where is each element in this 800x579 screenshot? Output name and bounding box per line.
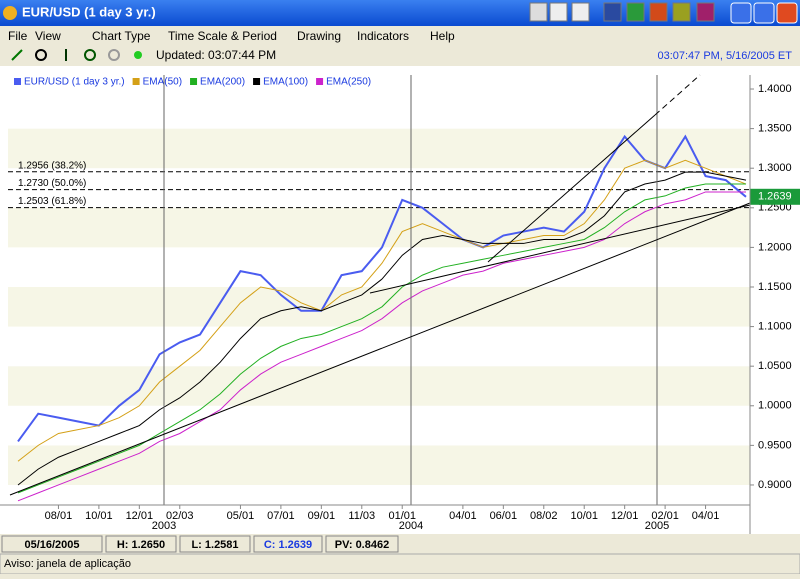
- x-tick-label: 04/01: [692, 510, 720, 522]
- x-tick-label: 02/03: [166, 510, 194, 522]
- status-field-box: [1, 535, 103, 553]
- legend-swatch: [132, 78, 140, 85]
- price-line: [17, 134, 747, 443]
- status-field-box: [105, 535, 177, 553]
- status-field-box: [179, 535, 251, 553]
- indicator-line: [17, 159, 747, 462]
- y-tick-label: 1.1500: [758, 281, 792, 293]
- status-field: C: 1.2639: [264, 539, 312, 551]
- grid-band: [8, 405, 750, 446]
- x-tick-label: 12/01: [126, 510, 154, 522]
- x-tick-label: 02/01: [651, 510, 679, 522]
- legend-swatch: [316, 78, 324, 85]
- separators: [163, 75, 658, 505]
- legend-label: EMA(200): [200, 77, 245, 88]
- last-price-box: [750, 188, 800, 205]
- grid-band: [8, 168, 750, 208]
- indicator-line: [17, 191, 746, 502]
- menu-item[interactable]: File: [8, 29, 28, 43]
- menu-item[interactable]: Help: [430, 29, 455, 43]
- clock: 03:07:47 PM, 5/16/2005 ET: [657, 50, 792, 62]
- menu-bar: File View Chart Type Time Scale & Period Dra…: [8, 29, 455, 43]
- legend-label: EMA(50): [143, 77, 182, 88]
- grid-band: [8, 128, 750, 169]
- window-title: EUR/USD (1 day 3 yr.): [22, 4, 156, 19]
- app-icon: [3, 6, 17, 20]
- maximize-button[interactable]: [753, 2, 775, 24]
- grid-band: [8, 326, 750, 367]
- status-field: PV: 0.8462: [335, 539, 389, 551]
- x-tick-label: 07/01: [267, 510, 295, 522]
- trendlines: [9, 74, 751, 496]
- close-button[interactable]: [776, 2, 798, 24]
- legend-label: EMA(100): [263, 77, 308, 88]
- y-tick-label: 0.9500: [758, 439, 792, 451]
- y-tick-label: 1.0500: [758, 360, 792, 372]
- legend-swatch: [14, 78, 21, 85]
- toolbar-icons: [529, 2, 715, 22]
- legend-label: EMA(250): [326, 77, 371, 88]
- menu-item[interactable]: Indicators: [357, 29, 409, 43]
- status-fields: 05/16/2005 H: 1.2650 L: 1.2581 C: 1.2639 PV:…: [1, 535, 399, 553]
- status-field-box: [253, 535, 323, 553]
- status-field-box: [325, 535, 399, 553]
- x-tick-label: 04/01: [449, 510, 477, 522]
- y-tick-label: 1.3000: [758, 162, 792, 174]
- fib-label: 1.2503 (61.8%): [18, 196, 86, 207]
- x-tick-label: 08/01: [45, 510, 73, 522]
- tool-row: [0, 46, 800, 66]
- menu-item[interactable]: Drawing: [297, 29, 341, 43]
- grid-band: [8, 89, 750, 129]
- x-tick-label: 05/01: [227, 510, 255, 522]
- legend-swatch: [190, 78, 198, 85]
- updated-time: Updated: 03:07:44 PM: [156, 48, 276, 62]
- x-tick-label: 10/01: [85, 510, 113, 522]
- x-tick-label: 12/01: [611, 510, 639, 522]
- y-tick-label: 1.0000: [758, 400, 792, 412]
- status-message: Aviso: janela de aplicação: [4, 558, 131, 570]
- status-field: H: 1.2650: [117, 539, 165, 551]
- fib-label: 1.2730 (50.0%): [18, 178, 86, 189]
- menu-item[interactable]: View: [35, 29, 61, 43]
- indicator-line: [17, 183, 746, 494]
- x-tick-label: 10/01: [570, 510, 598, 522]
- legend-swatch: [253, 78, 261, 85]
- status-field: L: 1.2581: [191, 539, 238, 551]
- x-tick-label: 08/02: [530, 510, 558, 522]
- y-tick-label: 1.2000: [758, 241, 792, 253]
- year-label: 2005: [645, 520, 669, 532]
- year-label: 2003: [152, 520, 176, 532]
- y-tick-label: 1.1000: [758, 320, 792, 332]
- x-tick-label: 11/03: [348, 510, 375, 522]
- indicator-line: [17, 171, 747, 486]
- minimize-button[interactable]: [730, 2, 752, 24]
- fib-label: 1.2956 (38.2%): [18, 160, 86, 171]
- y-tick-label: 0.9000: [758, 479, 792, 491]
- y-tick-label: 1.3500: [758, 123, 792, 135]
- last-price-label: 1.2639: [758, 191, 792, 203]
- chart-tools: [11, 49, 142, 61]
- legend-label: EUR/USD (1 day 3 yr.): [24, 77, 125, 88]
- menu-item[interactable]: Chart Type: [92, 29, 151, 43]
- y-tick-label: 1.4000: [758, 83, 792, 95]
- status-field: 05/16/2005: [24, 539, 79, 551]
- menu-item[interactable]: Time Scale & Period: [168, 29, 277, 43]
- year-label: 2004: [399, 520, 423, 532]
- grid-band: [8, 445, 750, 485]
- grid-band: [8, 207, 750, 248]
- x-tick-label: 09/01: [308, 510, 336, 522]
- plot: 0.9000 0.9500 1.0000 1.0500 1.1000 1.1500 1.20…: [8, 77, 800, 522]
- x-tick-label: 01/01: [388, 510, 416, 522]
- grid-band: [8, 366, 750, 406]
- x-tick-label: 06/01: [490, 510, 518, 522]
